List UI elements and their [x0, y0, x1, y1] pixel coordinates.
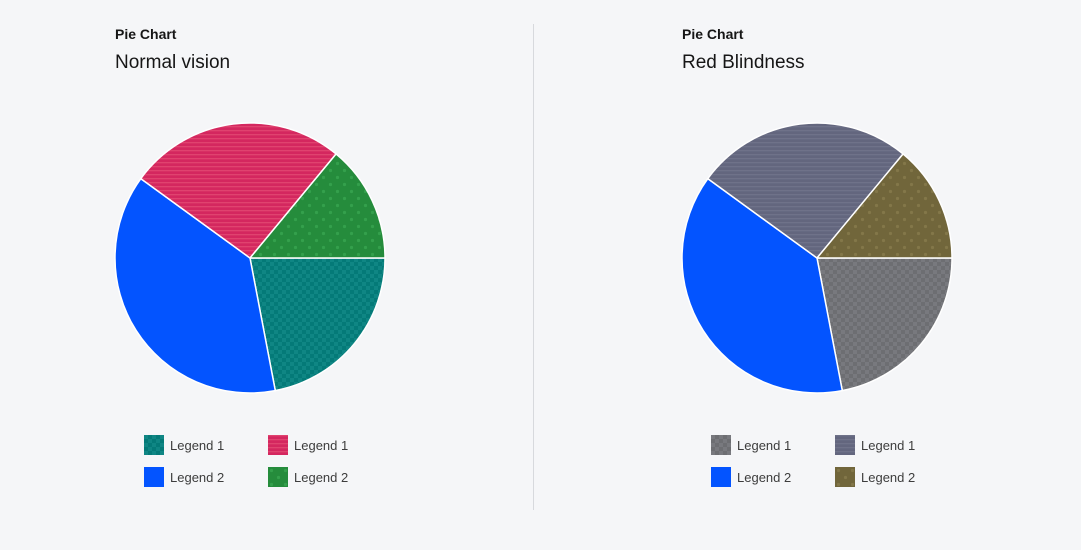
legend-swatch: [144, 435, 164, 455]
legend-item: Legend 2: [711, 466, 791, 488]
legend-label: Legend 2: [294, 469, 349, 485]
pie-slice: [114, 177, 277, 394]
legend-swatch: [268, 467, 288, 487]
chart-title: Normal vision: [115, 52, 231, 73]
legend-swatch: [711, 435, 731, 455]
legend-label: Legend 1: [170, 437, 225, 453]
legend-item: Legend 1: [711, 434, 791, 456]
chart-panel-red-blindness: Pie Chart Red Blindness Legend 1 Legend …: [541, 0, 1081, 550]
chart-eyebrow: Pie Chart: [115, 26, 177, 42]
legend-label: Legend 2: [737, 469, 792, 485]
pie-slice: [707, 122, 904, 259]
pie-chart-red-blindness: [681, 122, 953, 394]
pie-slice: [816, 153, 953, 259]
legend-item: Legend 1: [268, 434, 348, 456]
chart-panel-normal-vision: Pie Chart Normal vision Legend 1 Legend …: [0, 0, 540, 550]
pie-slice: [816, 257, 953, 392]
legend-swatch: [711, 467, 731, 487]
legend-swatch: [835, 435, 855, 455]
legend-item: Legend 1: [144, 434, 224, 456]
legend-swatch: [268, 435, 288, 455]
legend-item: Legend 2: [268, 466, 348, 488]
legend-item: Legend 2: [144, 466, 224, 488]
chart-title: Red Blindness: [682, 52, 805, 73]
chart-legend: Legend 1 Legend 1 Legend 2 Legend 2: [144, 434, 404, 494]
chart-legend: Legend 1 Legend 1 Legend 2 Legend 2: [711, 434, 971, 494]
pie-chart-normal-vision: [114, 122, 386, 394]
legend-label: Legend 1: [861, 437, 916, 453]
legend-label: Legend 2: [861, 469, 916, 485]
legend-label: Legend 2: [170, 469, 225, 485]
pie-slice: [249, 257, 386, 392]
panel-divider: [533, 24, 534, 510]
chart-eyebrow: Pie Chart: [682, 26, 744, 42]
legend-item: Legend 2: [835, 466, 915, 488]
legend-item: Legend 1: [835, 434, 915, 456]
pie-slice: [140, 122, 337, 259]
legend-swatch: [144, 467, 164, 487]
pie-slice: [681, 177, 844, 394]
legend-label: Legend 1: [737, 437, 792, 453]
legend-label: Legend 1: [294, 437, 349, 453]
legend-swatch: [835, 467, 855, 487]
pie-slice: [249, 153, 386, 259]
